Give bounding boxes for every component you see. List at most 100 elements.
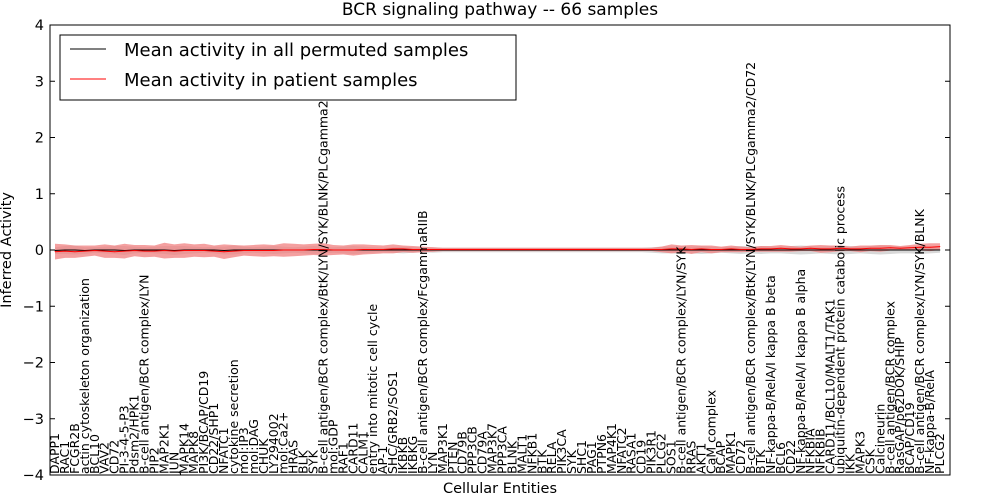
point-patient — [691, 249, 692, 250]
point-patient — [452, 249, 454, 250]
category-label: IKK — [843, 453, 858, 474]
y-axis-ticks: −4 −3 −2 −1 0 1 2 3 4 — [23, 18, 950, 484]
point-patient — [144, 250, 145, 252]
point-permuted — [929, 249, 931, 251]
category-label: NFKB1 — [524, 433, 539, 474]
point-patient — [760, 248, 762, 250]
point-patient — [402, 248, 404, 250]
category-label: mol:Ca2+ — [276, 412, 291, 474]
point-patient — [790, 248, 792, 250]
point-permuted — [830, 249, 832, 251]
point-patient — [850, 248, 851, 250]
category-label: FCGR2B — [67, 423, 82, 474]
point-patient — [730, 248, 732, 250]
point-patient — [820, 248, 822, 250]
category-label: ubiquitin-dependent protein catabolic pr… — [833, 186, 848, 474]
category-label: MALT1 — [514, 434, 529, 474]
category-label: CARD11 — [345, 423, 360, 475]
point-patient — [651, 249, 653, 250]
point-patient — [621, 249, 623, 250]
category-label: NF-kappa-B/RelA/I kappa B alpha — [793, 269, 808, 474]
band-patient — [55, 242, 940, 260]
point-patient — [422, 249, 424, 250]
category-label: B-cell antigen/BCR complex/LYN — [136, 275, 151, 475]
point-permuted — [213, 249, 215, 251]
confidence-bands — [55, 242, 940, 260]
point-patient — [492, 249, 493, 250]
category-label: CD19 — [634, 440, 649, 474]
point-patient — [382, 249, 384, 250]
category-label: BCAP/CD19 — [902, 402, 917, 474]
point-permuted — [223, 250, 225, 251]
category-label: CD79A — [475, 431, 490, 474]
category-label: cytokine secretion — [226, 359, 241, 474]
category-label: CaM complex — [703, 390, 718, 474]
category-label: MAP2K1 — [156, 423, 171, 474]
point-permuted — [889, 249, 891, 251]
point-patient — [830, 248, 832, 250]
category-label: PIK3R1 — [644, 430, 659, 474]
point-patient — [899, 247, 901, 249]
point-permuted — [700, 249, 702, 251]
legend-box — [59, 34, 517, 101]
point-permuted — [392, 249, 394, 251]
point-permuted — [402, 249, 404, 251]
point-patient — [293, 249, 295, 251]
point-patient — [641, 249, 643, 250]
category-label: BCL6 — [773, 442, 788, 474]
category-label: BTK — [753, 449, 768, 474]
category-label: RRAS — [683, 441, 698, 474]
point-patient — [581, 249, 583, 250]
point-patient — [482, 249, 483, 250]
point-patient — [104, 250, 106, 252]
category-label: CHUK — [256, 438, 271, 474]
category-label: PTEN — [445, 442, 460, 474]
point-permuted — [899, 249, 901, 251]
y-tick-label: −3 — [23, 412, 44, 428]
point-patient — [213, 250, 215, 252]
point-permuted — [790, 249, 792, 251]
point-patient — [352, 249, 354, 251]
point-patient — [392, 248, 394, 250]
point-patient — [64, 250, 66, 252]
category-label: NFKBIA — [803, 428, 818, 474]
category-label: LY294002 — [266, 413, 281, 474]
category-label: RasGAP/p62DOK/SHIP — [892, 337, 907, 474]
point-patient — [531, 249, 533, 250]
point-patient — [879, 247, 881, 249]
point-permuted — [850, 249, 851, 251]
point-permuted — [919, 249, 921, 251]
category-label: NFKBIB — [813, 428, 828, 474]
category-label: SHC/GRB2/SOS1 — [385, 371, 400, 474]
point-patient — [193, 250, 195, 251]
point-patient — [323, 249, 324, 250]
point-permuted — [74, 249, 76, 251]
category-label: PPP3CA — [494, 426, 509, 474]
category-label: JUN — [166, 452, 181, 475]
point-patient — [342, 249, 344, 251]
point-patient — [661, 249, 662, 250]
category-label: actin cytoskeleton organization — [77, 278, 92, 474]
category-label: MAPK14 — [176, 423, 191, 474]
category-label: DAPP1 — [47, 433, 62, 474]
point-patient — [173, 250, 175, 252]
category-label: VAV2 — [97, 442, 112, 474]
point-patient — [124, 250, 126, 252]
point-permuted — [860, 249, 861, 251]
point-patient — [681, 248, 682, 250]
point-patient — [253, 250, 255, 251]
chart-title: BCR signaling pathway -- 66 samples — [342, 0, 658, 20]
category-label: RELA — [544, 441, 559, 474]
point-patient — [114, 251, 116, 253]
point-patient — [263, 250, 265, 251]
point-patient — [631, 249, 633, 250]
point-patient — [54, 251, 56, 253]
category-label: NF-kappa-B/RelA — [922, 370, 937, 474]
category-label: MAPK3 — [852, 431, 867, 474]
point-patient — [512, 249, 513, 250]
point-patient — [223, 251, 225, 253]
point-patient — [919, 246, 921, 248]
category-label: CD79B — [455, 431, 470, 474]
category-label: mol:IP3 — [236, 427, 251, 474]
point-patient — [780, 247, 782, 249]
